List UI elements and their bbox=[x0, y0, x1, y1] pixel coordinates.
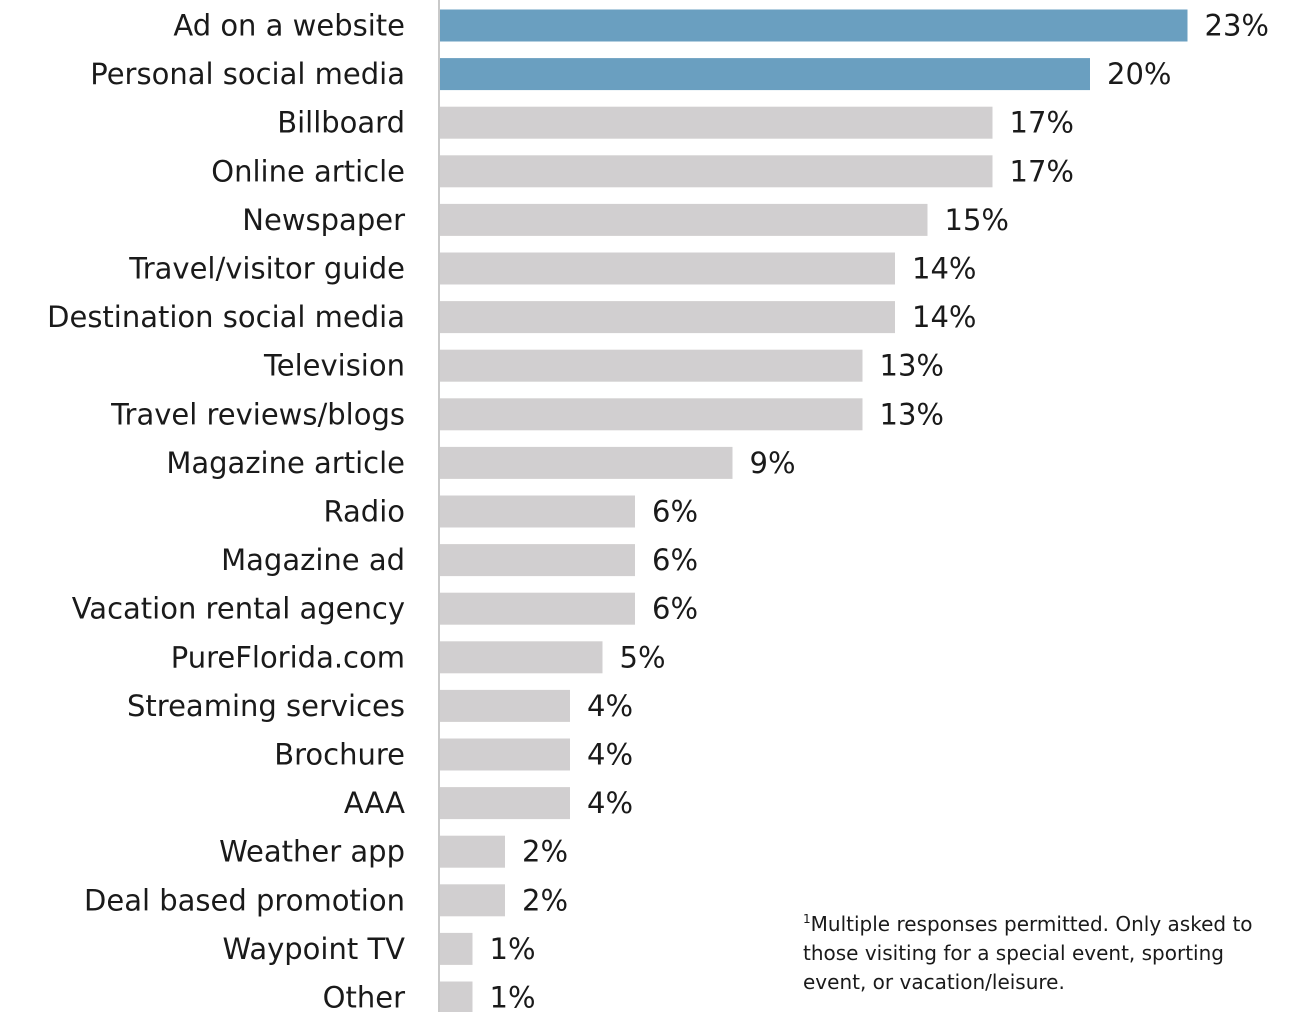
value-label: 2% bbox=[522, 835, 568, 869]
category-label: Waypoint TV bbox=[223, 932, 406, 966]
value-label: 4% bbox=[587, 738, 633, 772]
bar bbox=[440, 981, 473, 1012]
bar bbox=[440, 252, 895, 285]
bar bbox=[440, 738, 570, 771]
bar bbox=[440, 446, 733, 479]
category-label: Destination social media bbox=[47, 300, 405, 334]
category-label: Travel/visitor guide bbox=[128, 252, 405, 286]
footnote-marker: 1 bbox=[803, 912, 811, 926]
category-label: Radio bbox=[324, 495, 406, 529]
value-label: 13% bbox=[880, 349, 944, 383]
value-label: 4% bbox=[587, 689, 633, 723]
category-label: Weather app bbox=[219, 835, 405, 869]
footnote-text: Multiple responses permitted. Only asked… bbox=[803, 912, 1253, 994]
category-label: Magazine article bbox=[166, 446, 405, 480]
category-label: AAA bbox=[344, 786, 405, 820]
bar bbox=[440, 592, 635, 625]
category-label: Vacation rental agency bbox=[72, 592, 405, 626]
value-label: 6% bbox=[652, 543, 698, 577]
bar bbox=[440, 301, 895, 334]
bar bbox=[440, 932, 473, 965]
category-label: Ad on a website bbox=[173, 9, 405, 43]
value-label: 1% bbox=[490, 981, 536, 1012]
bar bbox=[440, 495, 635, 528]
category-label: Television bbox=[263, 349, 405, 383]
bar bbox=[440, 884, 505, 917]
value-label: 23% bbox=[1205, 9, 1269, 43]
category-label: Travel reviews/blogs bbox=[110, 397, 405, 431]
value-label: 5% bbox=[620, 640, 666, 674]
value-label: 17% bbox=[1010, 106, 1074, 140]
value-label: 9% bbox=[750, 446, 796, 480]
category-label: Online article bbox=[211, 154, 405, 188]
category-label: Billboard bbox=[277, 106, 405, 140]
value-label: 20% bbox=[1107, 57, 1171, 91]
value-label: 6% bbox=[652, 495, 698, 529]
bar bbox=[440, 544, 635, 577]
value-label: 17% bbox=[1010, 154, 1074, 188]
value-label: 4% bbox=[587, 786, 633, 820]
value-label: 14% bbox=[912, 300, 976, 334]
category-label: Streaming services bbox=[127, 689, 405, 723]
value-label: 6% bbox=[652, 592, 698, 626]
bar bbox=[440, 787, 570, 820]
bar bbox=[440, 835, 505, 868]
bar bbox=[440, 398, 863, 431]
category-label: Newspaper bbox=[242, 203, 405, 237]
value-label: 1% bbox=[490, 932, 536, 966]
category-label: Deal based promotion bbox=[84, 883, 405, 917]
category-label: Magazine ad bbox=[221, 543, 405, 577]
bar bbox=[440, 155, 993, 188]
category-label: Other bbox=[323, 981, 405, 1012]
bar bbox=[440, 349, 863, 382]
category-label: Personal social media bbox=[90, 57, 405, 91]
value-label: 14% bbox=[912, 252, 976, 286]
bar bbox=[440, 689, 570, 722]
category-label: PureFlorida.com bbox=[171, 640, 405, 674]
footnote: 1Multiple responses permitted. Only aske… bbox=[803, 905, 1283, 997]
bar bbox=[440, 203, 928, 236]
bar bbox=[440, 641, 603, 674]
category-label: Brochure bbox=[274, 738, 405, 772]
value-label: 15% bbox=[945, 203, 1009, 237]
bar bbox=[440, 106, 993, 139]
value-label: 2% bbox=[522, 883, 568, 917]
value-label: 13% bbox=[880, 397, 944, 431]
bar bbox=[440, 9, 1188, 42]
bar bbox=[440, 58, 1090, 91]
